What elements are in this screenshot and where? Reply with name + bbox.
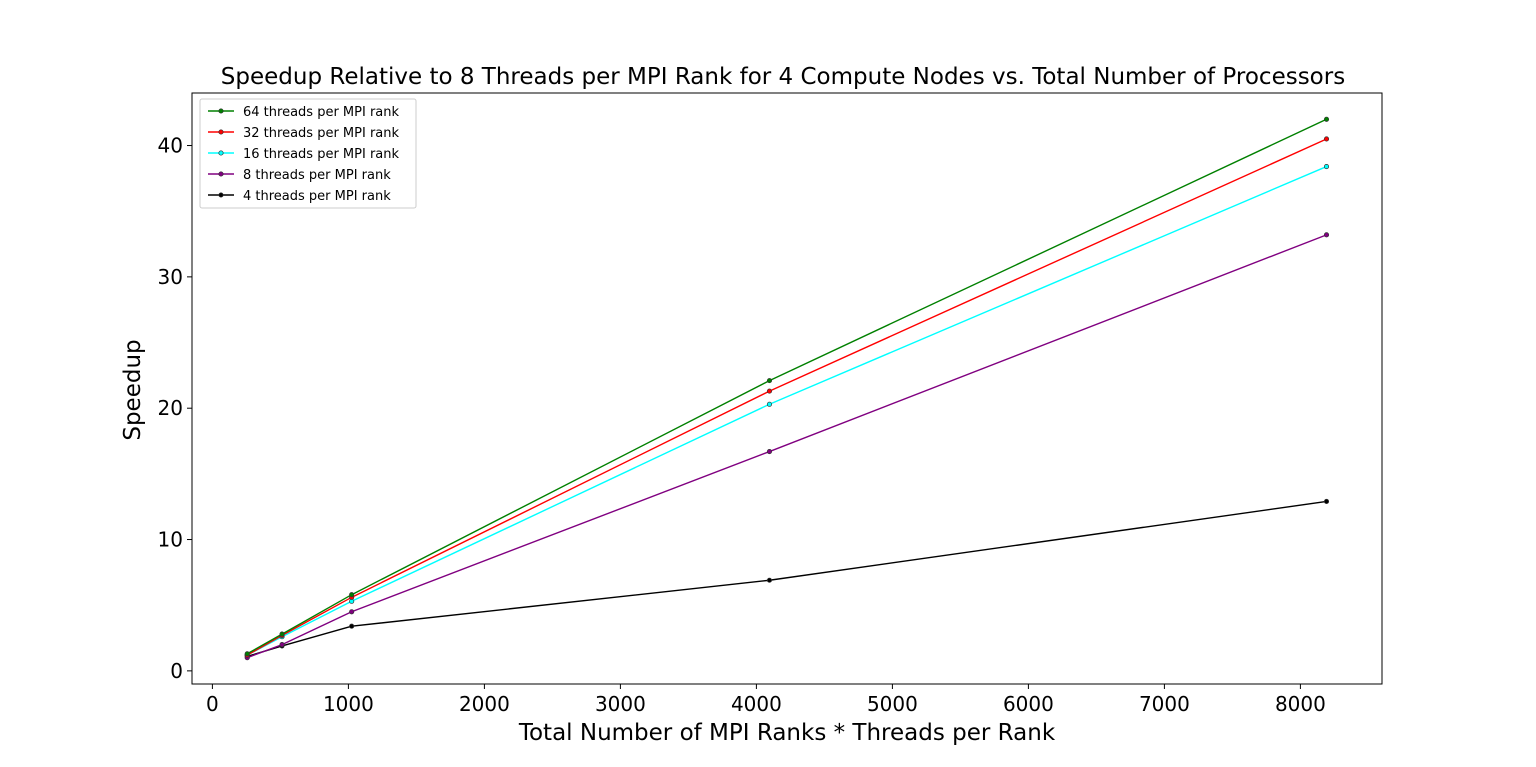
data-point xyxy=(279,642,285,648)
legend-entry-label: 8 threads per MPI rank xyxy=(243,168,391,183)
data-point xyxy=(766,401,773,407)
x-tick-label: 2000 xyxy=(459,692,510,716)
x-tick-label: 6000 xyxy=(1003,692,1054,716)
data-point xyxy=(244,651,250,657)
x-tick-label: 1000 xyxy=(323,692,374,716)
data-point xyxy=(279,631,285,637)
plot-frame xyxy=(191,92,1383,685)
x-axis-ticks: 0 1000 2000 3000 4000 5000 6000 7000 8000 xyxy=(206,684,1326,716)
legend-entry-label: 32 threads per MPI rank xyxy=(243,126,399,141)
legend-entry-label: 4 threads per MPI rank xyxy=(243,189,391,204)
legend-swatch-marker xyxy=(218,108,224,114)
data-point xyxy=(1323,232,1330,238)
data-point xyxy=(1323,116,1330,122)
y-axis-label: Speedup xyxy=(120,339,146,440)
legend-swatch-marker xyxy=(218,171,224,177)
y-axis-ticks: 0 10 20 30 40 xyxy=(158,134,192,683)
legend-box xyxy=(199,98,417,209)
legend-entry-label: 64 threads per MPI rank xyxy=(243,105,399,120)
x-tick-label: 7000 xyxy=(1139,692,1190,716)
data-point xyxy=(1323,136,1330,142)
data-point xyxy=(766,388,773,394)
legend-swatch-marker xyxy=(218,129,224,135)
data-point xyxy=(766,577,773,583)
x-axis-label: Total Number of MPI Ranks * Threads per … xyxy=(518,720,1056,746)
plot-area xyxy=(191,92,1383,685)
data-point xyxy=(349,592,355,598)
data-point xyxy=(1323,498,1330,504)
legend-swatch-marker xyxy=(218,150,224,156)
data-point xyxy=(349,623,355,629)
legend-swatch-marker xyxy=(218,192,224,198)
legend-entry-label: 16 threads per MPI rank xyxy=(243,147,399,162)
y-tick-label: 0 xyxy=(170,659,183,683)
x-tick-label: 0 xyxy=(206,692,219,716)
data-point xyxy=(1323,163,1330,170)
y-tick-label: 10 xyxy=(158,528,183,552)
x-tick-label: 8000 xyxy=(1275,692,1326,716)
series-line-4 xyxy=(247,500,1327,658)
legend: 64 threads per MPI rank 32 threads per MP… xyxy=(199,98,417,209)
series-line-2 xyxy=(246,165,1327,656)
x-tick-label: 3000 xyxy=(595,692,646,716)
series-points xyxy=(244,116,1330,661)
series-line-3 xyxy=(246,234,1327,659)
y-tick-label: 40 xyxy=(158,134,183,158)
data-point xyxy=(349,609,355,615)
y-tick-label: 30 xyxy=(158,265,183,289)
data-point xyxy=(766,378,773,384)
data-point xyxy=(766,448,773,455)
chart-title: Speedup Relative to 8 Threads per MPI Ra… xyxy=(221,64,1345,90)
x-tick-label: 4000 xyxy=(731,692,782,716)
x-tick-label: 5000 xyxy=(867,692,918,716)
y-tick-label: 20 xyxy=(158,396,183,420)
